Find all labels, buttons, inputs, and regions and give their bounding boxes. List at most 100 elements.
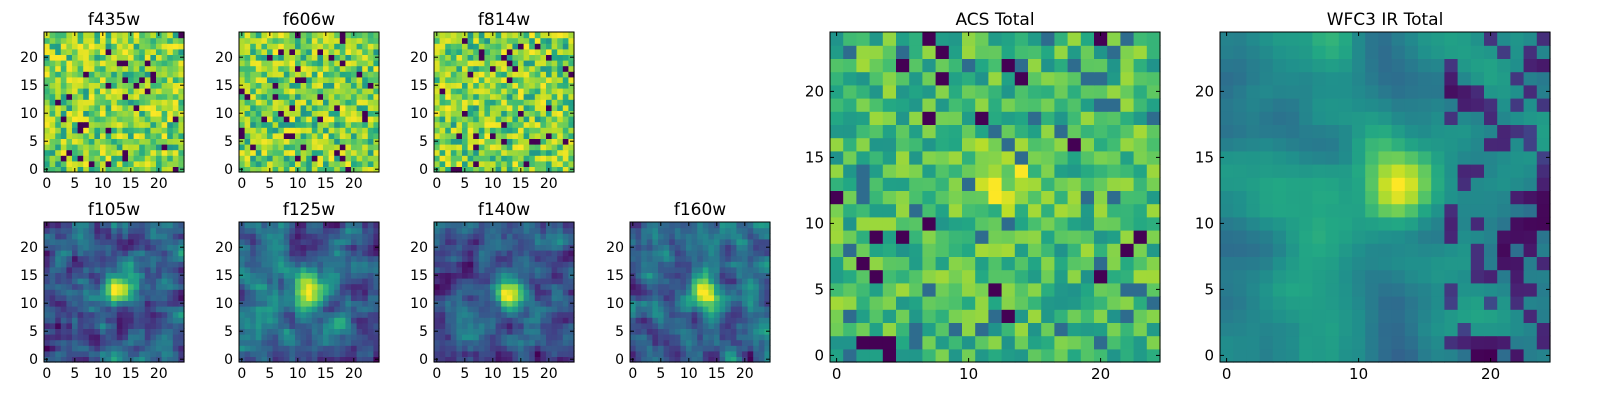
heatmap-image (434, 32, 575, 173)
heatmap-cell (523, 328, 530, 335)
heatmap-cell (450, 32, 457, 39)
heatmap-cell (139, 71, 146, 78)
heatmap-cell (478, 144, 485, 151)
heatmap-cell (495, 104, 502, 111)
heatmap-cell (529, 238, 536, 245)
heatmap-cell (49, 345, 56, 352)
heatmap-cell (1054, 335, 1069, 350)
heatmap-cell (562, 278, 569, 285)
heatmap-cell (105, 300, 112, 307)
heatmap-cell (122, 54, 129, 61)
heatmap-cell (362, 289, 369, 296)
heatmap-cell (128, 37, 135, 44)
heatmap-cell (122, 255, 129, 262)
heatmap-cell (540, 160, 547, 167)
heatmap-cell (753, 339, 760, 346)
heatmap-cell (77, 334, 84, 341)
heatmap-cell (512, 127, 519, 134)
heatmap-cell (351, 334, 358, 341)
heatmap-cell (339, 317, 346, 324)
heatmap-cell (935, 348, 950, 363)
heatmap-cell (289, 250, 296, 257)
heatmap-cell (255, 99, 262, 106)
heatmap-cell (244, 334, 251, 341)
heatmap-cell (714, 339, 721, 346)
heatmap-cell (691, 233, 698, 240)
heatmap-cell (674, 322, 681, 329)
heatmap-cell (167, 222, 174, 229)
heatmap-cell (83, 328, 90, 335)
heatmap-cell (334, 300, 341, 307)
heatmap-cell (830, 322, 844, 337)
heatmap-cell (311, 71, 318, 78)
heatmap-cell (456, 127, 463, 134)
heatmap-cell (439, 300, 446, 307)
heatmap-cell (306, 65, 313, 72)
heatmap-cell (568, 104, 575, 111)
heatmap-cell (495, 88, 502, 95)
heatmap-cell (295, 300, 302, 307)
heatmap-cell (680, 255, 687, 262)
heatmap-cell (272, 261, 279, 268)
heatmap-cell (830, 335, 844, 350)
heatmap-cell (490, 306, 497, 313)
heatmap-cell (462, 328, 469, 335)
heatmap-cell (278, 149, 285, 156)
heatmap-cell (635, 244, 642, 251)
heatmap-cell (178, 43, 185, 50)
heatmap-cell (445, 43, 452, 50)
heatmap-cell (244, 227, 251, 234)
heatmap-cell (323, 345, 330, 352)
heatmap-cell (630, 345, 637, 352)
heatmap-cell (540, 71, 547, 78)
heatmap-cell (66, 294, 73, 301)
heatmap-cell (172, 278, 179, 285)
heatmap-cell (100, 322, 107, 329)
heatmap-cell (635, 272, 642, 279)
heatmap-cell (456, 99, 463, 106)
heatmap-cell (922, 164, 937, 178)
heatmap-cell (367, 350, 374, 357)
heatmap-cell (506, 356, 513, 363)
heatmap-cell (373, 238, 380, 245)
heatmap-cell (484, 54, 491, 61)
heatmap-cell (568, 350, 575, 357)
heatmap-cell (467, 132, 474, 139)
heatmap-cell (261, 138, 268, 145)
heatmap-cell (523, 289, 530, 296)
heatmap-cell (55, 60, 62, 67)
heatmap-cell (83, 322, 90, 329)
heatmap-cell (55, 160, 62, 167)
heatmap-cell (278, 317, 285, 324)
heatmap-cell (434, 149, 441, 156)
heatmap-cell (100, 345, 107, 352)
heatmap-cell (94, 322, 101, 329)
heatmap-cell (351, 261, 358, 268)
heatmap-cell (255, 289, 262, 296)
heatmap-cell (283, 76, 290, 83)
heatmap-cell (150, 233, 157, 240)
heatmap-cell (362, 238, 369, 245)
heatmap-cell (133, 71, 140, 78)
heatmap-cell (730, 294, 737, 301)
heatmap-cell (60, 300, 67, 307)
heatmap-cell (362, 227, 369, 234)
heatmap-cell (562, 294, 569, 301)
heatmap-cell (362, 261, 369, 268)
heatmap-cell (882, 322, 897, 337)
heatmap-cell (367, 138, 374, 145)
heatmap-cell (686, 339, 693, 346)
heatmap-cell (351, 76, 358, 83)
heatmap-cell (49, 272, 56, 279)
heatmap-cell (988, 256, 1003, 271)
heatmap-cell (167, 250, 174, 257)
heatmap-cell (484, 65, 491, 72)
x-tick-label: 0 (42, 176, 51, 192)
heatmap-cell (534, 300, 541, 307)
heatmap-cell (144, 32, 151, 39)
heatmap-cell (1146, 322, 1161, 337)
heatmap-cell (490, 71, 497, 78)
heatmap-cell (55, 166, 62, 173)
heatmap-image (434, 222, 575, 363)
x-tick-label: 20 (540, 366, 558, 382)
